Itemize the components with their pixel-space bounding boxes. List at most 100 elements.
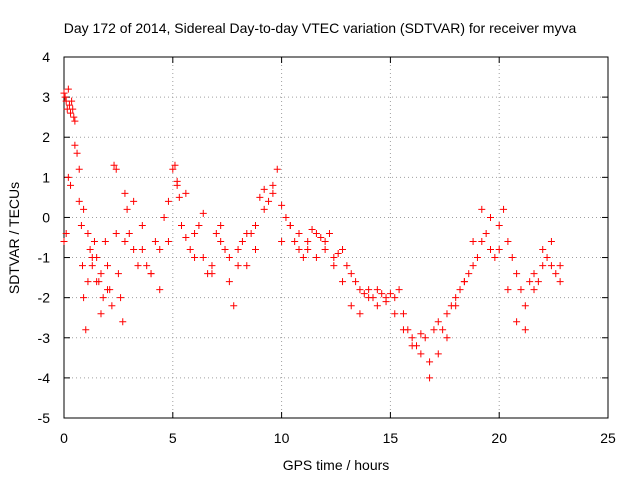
data-point (452, 294, 460, 302)
data-point (356, 310, 364, 318)
data-point (156, 286, 164, 294)
data-point (360, 290, 368, 298)
data-point (482, 229, 490, 237)
data-point (378, 290, 386, 298)
data-point (312, 254, 320, 262)
data-point (373, 286, 381, 294)
data-point (99, 294, 107, 302)
data-point (491, 254, 499, 262)
data-point (495, 221, 503, 229)
data-point (104, 262, 112, 270)
data-point (282, 213, 290, 221)
data-point (452, 302, 460, 310)
data-point (439, 326, 447, 334)
data-point (256, 193, 264, 201)
data-point (151, 238, 159, 246)
data-point (500, 205, 508, 213)
data-point (171, 161, 179, 169)
data-point (62, 229, 70, 237)
data-point (243, 229, 251, 237)
data-point (97, 270, 105, 278)
data-point (138, 246, 146, 254)
data-point (71, 117, 79, 125)
data-point (534, 278, 542, 286)
data-point (114, 270, 122, 278)
y-tick-label: -3 (38, 330, 51, 346)
y-tick-label: 1 (42, 169, 50, 185)
data-point (195, 221, 203, 229)
data-point (269, 189, 277, 197)
data-point (391, 310, 399, 318)
data-point (69, 105, 77, 113)
data-point (80, 205, 88, 213)
data-point (269, 181, 277, 189)
data-point (251, 221, 259, 229)
data-point (417, 350, 425, 358)
data-point (295, 246, 303, 254)
data-point (386, 290, 394, 298)
data-point (395, 286, 403, 294)
data-point (75, 165, 83, 173)
data-point (443, 334, 451, 342)
data-point (191, 229, 199, 237)
data-point (82, 326, 90, 334)
data-point (317, 234, 325, 241)
data-point (119, 318, 127, 326)
data-point (208, 262, 216, 270)
data-point (182, 234, 190, 241)
data-point (521, 326, 529, 334)
data-point (234, 246, 242, 254)
data-point (539, 262, 547, 270)
data-point (208, 270, 216, 278)
data-point (251, 246, 259, 254)
data-point (65, 101, 73, 109)
data-point (352, 278, 360, 286)
data-point (75, 197, 83, 205)
data-point (486, 213, 494, 221)
data-point (513, 270, 521, 278)
data-point (478, 205, 486, 213)
data-point (556, 262, 564, 270)
data-point (121, 189, 129, 197)
data-point (73, 149, 81, 157)
data-point (67, 109, 75, 117)
data-point (230, 302, 238, 310)
data-point (260, 205, 268, 213)
data-point (199, 209, 207, 217)
data-point (382, 294, 390, 302)
data-point (365, 286, 373, 294)
data-point (225, 254, 233, 262)
data-point (225, 278, 233, 286)
data-point (243, 262, 251, 270)
data-point (191, 254, 199, 262)
data-point (60, 238, 68, 246)
data-point (513, 318, 521, 326)
data-point (112, 229, 120, 237)
data-point (556, 278, 564, 286)
y-tick-label: -5 (38, 410, 51, 426)
data-point (265, 197, 273, 205)
data-point (147, 270, 155, 278)
data-point (212, 229, 220, 237)
data-point (343, 262, 351, 270)
data-point (71, 141, 79, 149)
data-point (308, 225, 316, 233)
y-tick-label: 0 (42, 209, 50, 225)
data-point (173, 181, 181, 189)
data-point (84, 229, 92, 237)
data-point (108, 302, 116, 310)
data-point (278, 201, 286, 209)
data-point (434, 350, 442, 358)
data-point (143, 262, 151, 270)
y-tick-label: -2 (38, 290, 51, 306)
data-point (169, 165, 177, 173)
data-point (80, 294, 88, 302)
data-point (77, 221, 85, 229)
data-point (299, 254, 307, 262)
data-point (60, 89, 68, 97)
y-axis-label: SDTVAR / TECUs (6, 182, 22, 294)
data-point (426, 374, 434, 382)
data-point (286, 221, 294, 229)
data-point (217, 238, 225, 246)
